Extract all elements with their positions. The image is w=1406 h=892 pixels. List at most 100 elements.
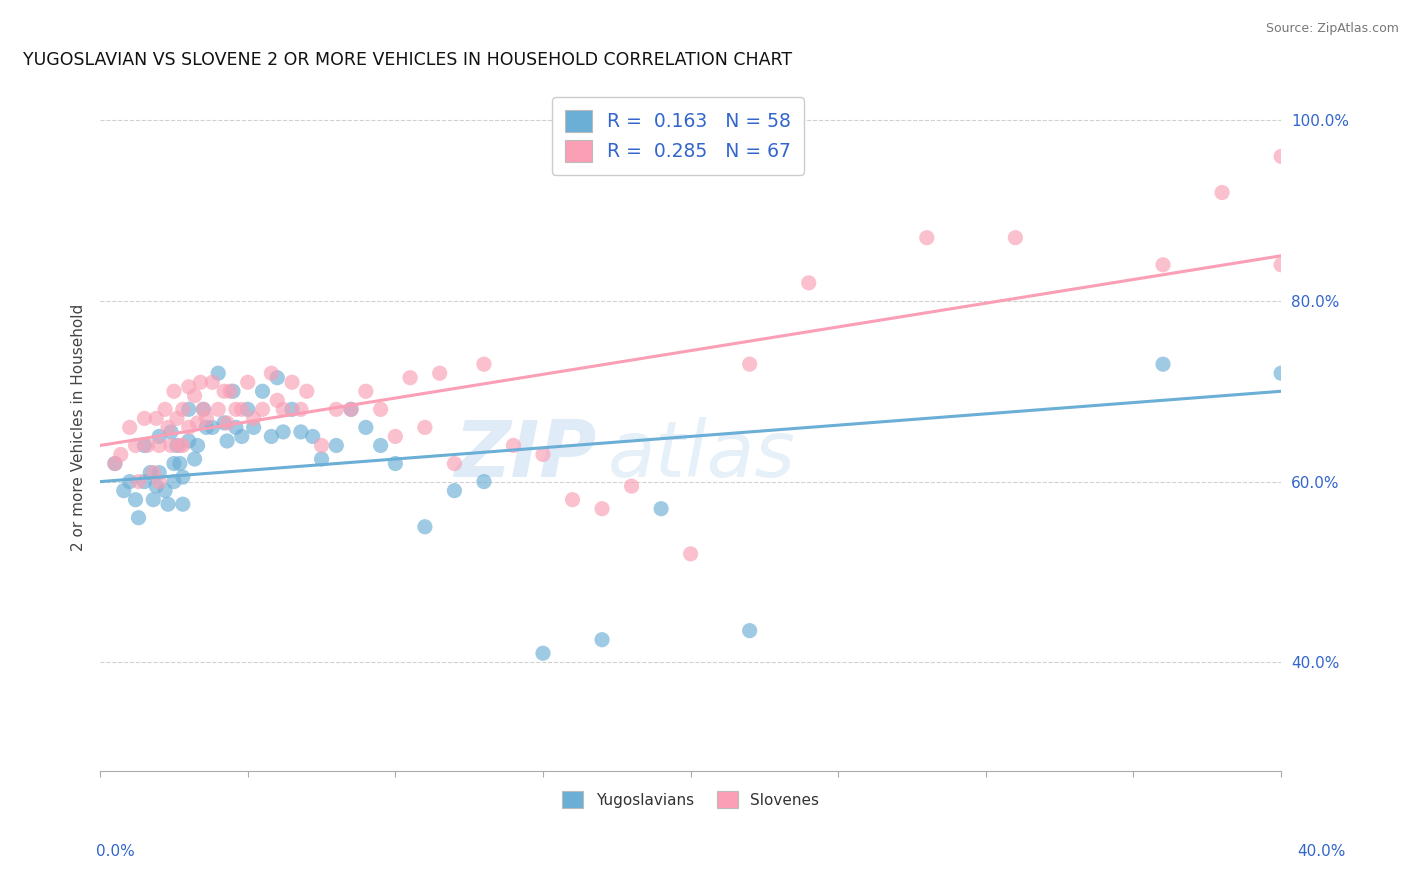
- Point: [1211, 186, 1233, 200]
- Point: [443, 457, 465, 471]
- Point: [231, 402, 253, 417]
- Point: [134, 475, 156, 489]
- Point: [153, 483, 176, 498]
- Point: [112, 483, 135, 498]
- Point: [915, 230, 938, 244]
- Point: [172, 402, 194, 417]
- Point: [325, 402, 347, 417]
- Point: [163, 475, 186, 489]
- Point: [157, 497, 180, 511]
- Point: [311, 438, 333, 452]
- Point: [187, 416, 209, 430]
- Point: [187, 438, 209, 452]
- Point: [271, 425, 294, 439]
- Point: [139, 466, 162, 480]
- Point: [281, 402, 304, 417]
- Point: [142, 466, 165, 480]
- Point: [370, 402, 392, 417]
- Point: [354, 420, 377, 434]
- Point: [738, 357, 761, 371]
- Point: [266, 370, 288, 384]
- Point: [177, 434, 200, 448]
- Point: [354, 384, 377, 399]
- Point: [311, 452, 333, 467]
- Point: [1270, 366, 1292, 380]
- Point: [163, 384, 186, 399]
- Point: [252, 384, 274, 399]
- Point: [201, 376, 224, 390]
- Point: [172, 438, 194, 452]
- Point: [166, 411, 188, 425]
- Point: [384, 429, 406, 443]
- Point: [142, 492, 165, 507]
- Point: [124, 438, 146, 452]
- Legend: Yugoslavians, Slovenes: Yugoslavians, Slovenes: [555, 785, 825, 814]
- Point: [301, 429, 323, 443]
- Point: [260, 429, 283, 443]
- Point: [531, 448, 554, 462]
- Point: [502, 438, 524, 452]
- Point: [561, 492, 583, 507]
- Point: [128, 475, 150, 489]
- Point: [325, 438, 347, 452]
- Point: [136, 438, 159, 452]
- Point: [1152, 258, 1174, 272]
- Point: [295, 384, 318, 399]
- Point: [172, 497, 194, 511]
- Point: [169, 438, 191, 452]
- Point: [225, 420, 247, 434]
- Point: [207, 402, 229, 417]
- Point: [212, 416, 235, 430]
- Text: atlas: atlas: [607, 417, 796, 493]
- Point: [163, 457, 186, 471]
- Point: [620, 479, 643, 493]
- Point: [429, 366, 451, 380]
- Point: [118, 420, 141, 434]
- Point: [177, 402, 200, 417]
- Point: [104, 457, 127, 471]
- Point: [104, 457, 127, 471]
- Point: [172, 470, 194, 484]
- Point: [679, 547, 702, 561]
- Point: [157, 420, 180, 434]
- Point: [242, 411, 264, 425]
- Point: [195, 420, 218, 434]
- Point: [399, 370, 422, 384]
- Point: [236, 376, 259, 390]
- Point: [266, 393, 288, 408]
- Point: [217, 416, 239, 430]
- Point: [340, 402, 363, 417]
- Point: [290, 402, 312, 417]
- Y-axis label: 2 or more Vehicles in Household: 2 or more Vehicles in Household: [72, 304, 86, 551]
- Point: [260, 366, 283, 380]
- Point: [370, 438, 392, 452]
- Point: [222, 384, 245, 399]
- Point: [1004, 230, 1026, 244]
- Point: [413, 520, 436, 534]
- Point: [738, 624, 761, 638]
- Point: [183, 452, 205, 467]
- Text: 0.0%: 0.0%: [96, 845, 135, 859]
- Point: [124, 492, 146, 507]
- Text: ZIP: ZIP: [454, 417, 596, 493]
- Point: [591, 501, 613, 516]
- Point: [1270, 149, 1292, 163]
- Point: [183, 389, 205, 403]
- Point: [443, 483, 465, 498]
- Point: [650, 501, 672, 516]
- Point: [472, 357, 495, 371]
- Point: [118, 475, 141, 489]
- Text: Source: ZipAtlas.com: Source: ZipAtlas.com: [1265, 22, 1399, 36]
- Point: [271, 402, 294, 417]
- Point: [134, 411, 156, 425]
- Point: [177, 420, 200, 434]
- Point: [128, 510, 150, 524]
- Point: [1270, 258, 1292, 272]
- Point: [160, 438, 183, 452]
- Point: [231, 429, 253, 443]
- Point: [190, 376, 212, 390]
- Point: [290, 425, 312, 439]
- Point: [472, 475, 495, 489]
- Point: [225, 402, 247, 417]
- Point: [145, 411, 167, 425]
